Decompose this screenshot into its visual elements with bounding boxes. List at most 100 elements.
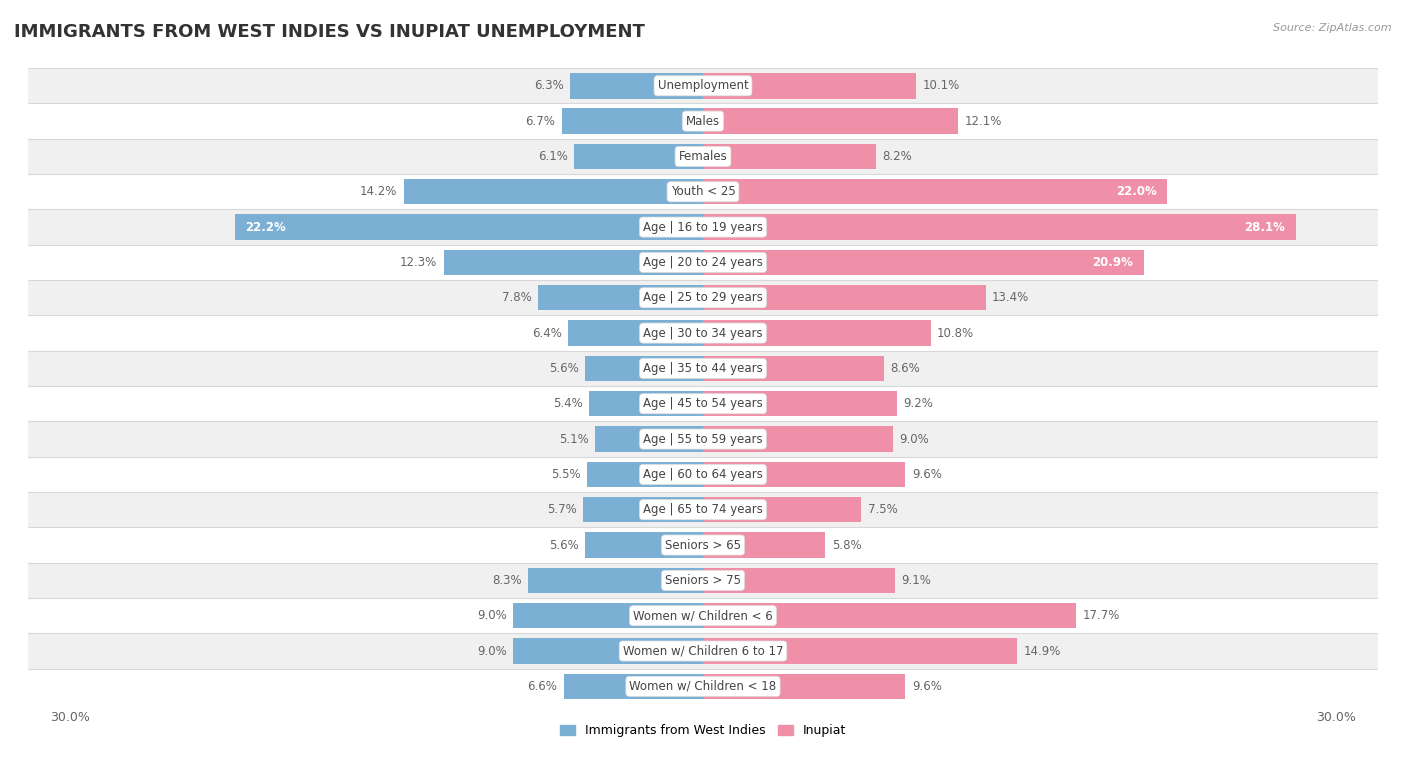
Bar (28, 210, 1378, 245)
Bar (538, 285, 703, 310)
Text: IMMIGRANTS FROM WEST INDIES VS INUPIAT UNEMPLOYMENT: IMMIGRANTS FROM WEST INDIES VS INUPIAT U… (14, 23, 645, 41)
Bar (703, 73, 917, 98)
Bar (28, 634, 1378, 668)
Bar (28, 245, 1378, 280)
Bar (703, 108, 959, 134)
Text: 9.0%: 9.0% (900, 432, 929, 446)
Bar (562, 108, 703, 134)
Bar (703, 391, 897, 416)
Bar (703, 250, 1144, 275)
Bar (703, 603, 1077, 628)
Text: 7.8%: 7.8% (502, 291, 533, 304)
Text: 5.5%: 5.5% (551, 468, 581, 481)
Bar (703, 638, 1018, 664)
Text: Age | 45 to 54 years: Age | 45 to 54 years (643, 397, 763, 410)
Text: Women w/ Children < 18: Women w/ Children < 18 (630, 680, 776, 693)
Text: Seniors > 75: Seniors > 75 (665, 574, 741, 587)
Bar (28, 562, 1378, 598)
Text: 22.2%: 22.2% (246, 220, 285, 234)
Bar (28, 316, 1378, 350)
Text: 5.6%: 5.6% (548, 538, 579, 552)
Text: 9.0%: 9.0% (477, 644, 508, 658)
Text: 13.4%: 13.4% (993, 291, 1029, 304)
Text: 5.8%: 5.8% (832, 538, 862, 552)
Text: Age | 25 to 29 years: Age | 25 to 29 years (643, 291, 763, 304)
Text: Males: Males (686, 114, 720, 128)
Bar (703, 320, 931, 346)
Bar (28, 139, 1378, 174)
Text: Females: Females (679, 150, 727, 163)
Bar (585, 356, 703, 381)
Bar (588, 462, 703, 487)
Bar (703, 179, 1167, 204)
Text: 17.7%: 17.7% (1083, 609, 1121, 622)
Bar (585, 532, 703, 558)
Bar (28, 528, 1378, 562)
Text: 7.5%: 7.5% (868, 503, 897, 516)
Bar (444, 250, 703, 275)
Bar (513, 603, 703, 628)
Text: 6.3%: 6.3% (534, 79, 564, 92)
Text: 10.8%: 10.8% (938, 326, 974, 340)
Bar (703, 532, 825, 558)
Text: 14.2%: 14.2% (360, 185, 398, 198)
Text: 10.1%: 10.1% (922, 79, 959, 92)
Text: Unemployment: Unemployment (658, 79, 748, 92)
Text: 22.0%: 22.0% (1116, 185, 1156, 198)
Bar (28, 422, 1378, 456)
Text: 6.4%: 6.4% (531, 326, 562, 340)
Bar (703, 285, 986, 310)
Text: 5.4%: 5.4% (553, 397, 583, 410)
Text: 5.1%: 5.1% (560, 432, 589, 446)
Text: Age | 16 to 19 years: Age | 16 to 19 years (643, 220, 763, 234)
Bar (568, 320, 703, 346)
Bar (589, 391, 703, 416)
Text: 9.6%: 9.6% (911, 680, 942, 693)
Text: 9.2%: 9.2% (904, 397, 934, 410)
Bar (703, 356, 884, 381)
Bar (571, 73, 703, 98)
Bar (564, 674, 703, 699)
Text: Age | 55 to 59 years: Age | 55 to 59 years (643, 432, 763, 446)
Text: 14.9%: 14.9% (1024, 644, 1062, 658)
Text: 12.3%: 12.3% (401, 256, 437, 269)
Text: 20.9%: 20.9% (1092, 256, 1133, 269)
Text: 6.1%: 6.1% (538, 150, 568, 163)
Text: 5.7%: 5.7% (547, 503, 576, 516)
Text: 8.6%: 8.6% (891, 362, 921, 375)
Bar (575, 144, 703, 169)
Bar (28, 68, 1378, 104)
Bar (28, 492, 1378, 528)
Text: 28.1%: 28.1% (1244, 220, 1285, 234)
Text: Age | 60 to 64 years: Age | 60 to 64 years (643, 468, 763, 481)
Text: 12.1%: 12.1% (965, 114, 1002, 128)
Bar (583, 497, 703, 522)
Bar (703, 497, 860, 522)
Text: Source: ZipAtlas.com: Source: ZipAtlas.com (1274, 23, 1392, 33)
Text: Seniors > 65: Seniors > 65 (665, 538, 741, 552)
Text: 9.0%: 9.0% (477, 609, 508, 622)
Bar (28, 598, 1378, 634)
Bar (28, 668, 1378, 704)
Bar (513, 638, 703, 664)
Bar (28, 386, 1378, 422)
Text: Women w/ Children < 6: Women w/ Children < 6 (633, 609, 773, 622)
Bar (703, 214, 1296, 240)
Text: Age | 35 to 44 years: Age | 35 to 44 years (643, 362, 763, 375)
Text: 6.6%: 6.6% (527, 680, 558, 693)
Bar (28, 280, 1378, 316)
Bar (28, 456, 1378, 492)
Bar (404, 179, 703, 204)
Bar (596, 426, 703, 452)
Text: 9.1%: 9.1% (901, 574, 931, 587)
Bar (529, 568, 703, 593)
Bar (703, 674, 905, 699)
Text: 5.6%: 5.6% (548, 362, 579, 375)
Text: Age | 65 to 74 years: Age | 65 to 74 years (643, 503, 763, 516)
Bar (28, 104, 1378, 139)
Bar (703, 568, 896, 593)
Text: 6.7%: 6.7% (526, 114, 555, 128)
Text: 9.6%: 9.6% (911, 468, 942, 481)
Text: 8.3%: 8.3% (492, 574, 522, 587)
Bar (28, 174, 1378, 210)
